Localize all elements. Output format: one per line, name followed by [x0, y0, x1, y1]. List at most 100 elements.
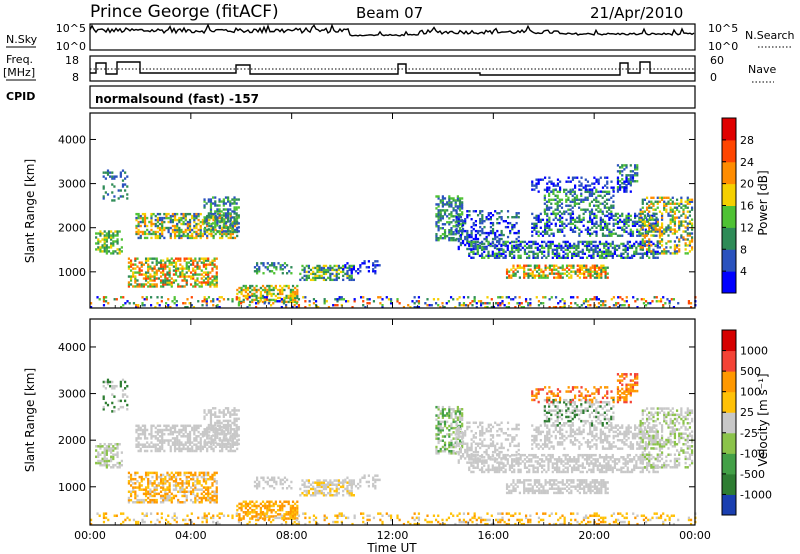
- power-cell: [468, 252, 471, 256]
- power-cell: [623, 218, 626, 222]
- velocity-cell: [156, 447, 160, 451]
- power-cell: [229, 230, 232, 233]
- velocity-cell: [185, 486, 188, 489]
- power-cell: [164, 261, 167, 264]
- power-cell: [121, 169, 125, 172]
- power-cell: [174, 257, 178, 260]
- velocity-cell: [191, 428, 194, 432]
- power-cell: [185, 257, 188, 260]
- power-cell: [673, 210, 677, 213]
- power-cell: [659, 298, 663, 301]
- velocity-cell: [197, 424, 200, 428]
- power-cell: [143, 212, 147, 216]
- power-cell: [147, 269, 150, 272]
- power-cell: [147, 277, 150, 280]
- power-cell: [174, 261, 178, 264]
- power-cell: [481, 216, 484, 219]
- power-cell: [601, 220, 605, 224]
- power-cell: [450, 203, 453, 206]
- power-cell: [135, 212, 138, 216]
- power-cell: [624, 256, 627, 259]
- power-cell: [266, 292, 269, 296]
- velocity-cell: [222, 436, 225, 439]
- power-cell: [264, 300, 267, 304]
- power-colorbar-label-5: 24: [740, 156, 754, 169]
- power-cell: [481, 229, 484, 233]
- velocity-cell: [188, 432, 192, 436]
- velocity-cell: [202, 477, 206, 481]
- power-cell: [147, 267, 150, 270]
- power-cell: [668, 300, 671, 303]
- power-cell: [629, 230, 632, 233]
- power-cell: [606, 226, 609, 229]
- power-cell: [570, 246, 574, 250]
- power-cell: [177, 259, 180, 262]
- power-cell: [222, 198, 225, 201]
- power-cell: [153, 265, 156, 268]
- power-cell: [462, 296, 466, 299]
- power-cell: [627, 232, 630, 235]
- power-cell: [688, 198, 692, 201]
- power-cell: [110, 236, 113, 239]
- velocity-cell: [261, 504, 265, 508]
- power-cell: [606, 180, 609, 183]
- velocity-cell: [112, 463, 115, 467]
- power-cell: [608, 212, 611, 215]
- power-cell: [147, 271, 150, 274]
- velocity-cell: [173, 426, 177, 430]
- power-cell: [470, 235, 473, 239]
- power-cell: [329, 266, 332, 270]
- power-cell: [489, 229, 493, 233]
- power-cell: [588, 214, 592, 218]
- velocity-cell: [99, 453, 102, 456]
- power-cell: [554, 194, 557, 198]
- power-cell: [603, 190, 606, 194]
- power-cell: [259, 300, 262, 303]
- power-cell: [548, 298, 551, 301]
- power-cell: [688, 200, 692, 203]
- power-cell: [566, 240, 569, 244]
- power-cell: [544, 212, 547, 216]
- power-cell: [648, 216, 652, 220]
- power-cell: [588, 234, 592, 237]
- power-cell: [660, 218, 664, 221]
- power-cell: [203, 220, 206, 223]
- velocity-cell: [139, 432, 142, 436]
- velocity-cell: [166, 473, 169, 477]
- velocity-cell: [197, 447, 200, 451]
- power-cell: [573, 190, 576, 194]
- power-cell: [307, 264, 310, 268]
- velocity-cell: [182, 435, 185, 438]
- power-cell: [206, 230, 209, 234]
- power-cell: [144, 257, 148, 260]
- power-cell: [212, 216, 215, 220]
- power-cell: [624, 246, 627, 250]
- power-cell: [623, 304, 626, 307]
- power-cell: [474, 229, 478, 233]
- power-cell: [573, 250, 576, 254]
- power-cell: [580, 200, 583, 203]
- power-cell: [189, 257, 193, 260]
- velocity-cell: [134, 500, 137, 504]
- velocity-cell: [272, 508, 275, 512]
- power-cell: [179, 275, 182, 278]
- power-cell: [570, 274, 573, 277]
- power-cell: [652, 230, 655, 233]
- power-cell: [508, 270, 511, 273]
- velocity-cell: [176, 435, 179, 438]
- power-cell: [493, 252, 497, 256]
- velocity-cell: [212, 430, 215, 434]
- power-cell: [489, 212, 493, 215]
- velocity-cell: [221, 443, 224, 446]
- power-cell: [641, 220, 644, 223]
- power-cell: [107, 302, 110, 305]
- power-cell: [590, 242, 593, 246]
- power-cell: [163, 226, 166, 230]
- power-cell: [660, 238, 664, 241]
- power-cell: [644, 228, 647, 231]
- power-cell: [161, 224, 164, 228]
- power-cell: [193, 214, 196, 218]
- power-cell: [665, 208, 668, 211]
- power-cell: [192, 306, 196, 309]
- power-cell: [450, 231, 453, 234]
